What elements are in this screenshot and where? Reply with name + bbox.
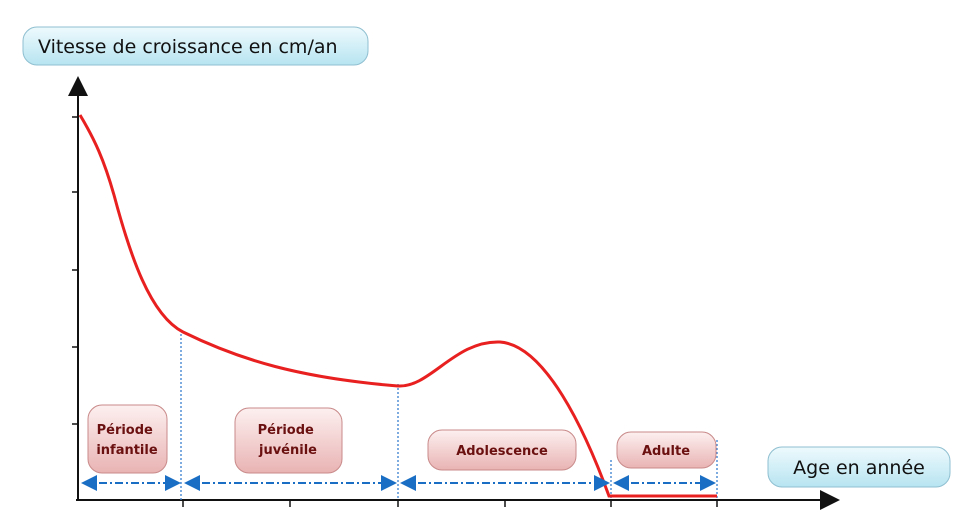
label-line: infantile [96,443,158,458]
x-axis-label: Age en année [793,457,925,479]
period-label: Période infantile [96,423,158,458]
label-line: Période [97,423,153,438]
y-label-box [22,26,369,66]
period-boxes [87,404,717,474]
growth-curve [78,114,717,498]
period-label: Période juvénile [258,423,319,458]
period-label: Adulte [642,444,690,459]
label-line: Période [258,423,314,438]
label-line: Adulte [642,444,690,459]
axis-ticks [72,116,718,507]
y-axis-label: Vitesse de croissance en cm/an [38,36,338,58]
x-label-box [767,446,951,488]
period-separators [180,330,718,500]
period-label: Adolescence [456,444,548,459]
label-line: juvénile [258,443,317,458]
label-line: Adolescence [456,444,548,459]
